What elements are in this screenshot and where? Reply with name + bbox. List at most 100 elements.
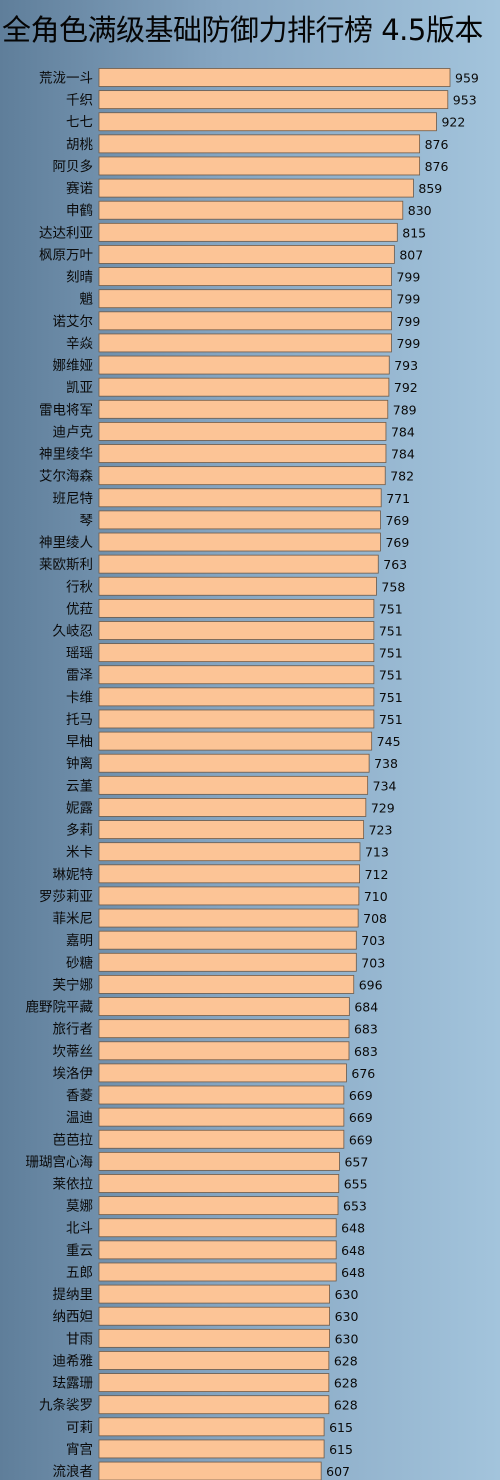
category-label: 神里绫华 — [39, 447, 93, 463]
category-label: 埃洛伊 — [53, 1066, 94, 1082]
bar — [98, 842, 361, 862]
category-label: 托马 — [66, 712, 93, 728]
bar — [98, 355, 390, 375]
value-label: 799 — [396, 292, 420, 307]
category-label: 莱依拉 — [53, 1177, 94, 1193]
category-label: 凯亚 — [66, 380, 93, 396]
value-label: 615 — [329, 1420, 353, 1435]
category-label: 钟离 — [66, 755, 93, 772]
category-label: 雷电将军 — [39, 402, 93, 418]
bar — [98, 1328, 330, 1348]
value-label: 876 — [425, 137, 449, 152]
chart-title: 全角色满级基础防御力排行榜 4.5版本 — [2, 13, 483, 47]
bar — [98, 554, 379, 574]
category-label: 米卡 — [66, 845, 93, 861]
bar — [98, 466, 386, 486]
category-label: 嘉明 — [66, 933, 93, 949]
bar — [98, 422, 387, 441]
bar — [98, 731, 373, 751]
value-label: 723 — [369, 823, 393, 838]
bar — [98, 222, 398, 242]
category-label: 辛焱 — [66, 336, 93, 352]
value-label: 653 — [343, 1199, 367, 1214]
value-label: 669 — [349, 1110, 373, 1125]
bar — [98, 1395, 330, 1415]
value-label: 669 — [349, 1132, 373, 1147]
bar — [98, 399, 389, 419]
value-label: 922 — [441, 115, 465, 130]
value-label: 729 — [371, 800, 395, 815]
bar — [98, 1461, 322, 1480]
category-label: 魈 — [80, 292, 94, 308]
category-label: 云堇 — [66, 778, 93, 794]
value-label: 648 — [341, 1265, 365, 1280]
bar — [98, 952, 357, 972]
value-label: 953 — [453, 93, 477, 108]
value-label: 628 — [334, 1353, 358, 1368]
value-label: 657 — [344, 1154, 368, 1169]
bar — [98, 1063, 347, 1083]
category-label: 珐露珊 — [53, 1376, 94, 1392]
category-label: 可莉 — [66, 1420, 93, 1436]
bar — [98, 864, 360, 884]
value-label: 630 — [335, 1331, 359, 1346]
category-label: 九条裟罗 — [39, 1397, 93, 1414]
category-label: 五郎 — [66, 1265, 93, 1281]
value-label: 683 — [354, 1044, 378, 1059]
category-label: 优菈 — [66, 601, 93, 617]
value-label: 799 — [396, 314, 420, 329]
category-label: 芭芭拉 — [53, 1132, 94, 1148]
bar — [98, 289, 392, 309]
category-label: 北斗 — [66, 1221, 93, 1237]
bar — [98, 1019, 350, 1039]
category-label: 坎蒂丝 — [53, 1044, 94, 1060]
category-label: 芙宁娜 — [53, 976, 94, 993]
category-label: 瑶瑶 — [66, 646, 93, 662]
category-label: 久岐忍 — [53, 624, 94, 640]
bar — [98, 245, 395, 264]
bar — [98, 665, 375, 685]
bar — [98, 1284, 330, 1304]
value-label: 615 — [329, 1442, 353, 1457]
bar — [98, 1196, 339, 1216]
category-label: 宵宫 — [66, 1441, 93, 1458]
category-label: 莫娜 — [66, 1199, 93, 1215]
category-label: 琴 — [80, 513, 94, 529]
category-label: 刻晴 — [66, 270, 93, 286]
category-label: 胡桃 — [66, 137, 93, 153]
category-label: 达达利亚 — [39, 225, 93, 241]
bar — [98, 775, 369, 795]
bar — [98, 267, 392, 286]
category-label: 琳妮特 — [53, 867, 94, 883]
category-label: 赛诺 — [66, 181, 93, 197]
category-label: 温迪 — [66, 1110, 93, 1126]
value-label: 683 — [354, 1022, 378, 1037]
value-label: 734 — [373, 778, 397, 793]
value-label: 648 — [341, 1221, 365, 1236]
bar — [98, 333, 392, 353]
category-label: 鹿野院平藏 — [26, 999, 94, 1016]
value-label: 799 — [396, 336, 420, 351]
bar — [98, 112, 437, 132]
category-label: 班尼特 — [53, 491, 94, 507]
bar — [98, 68, 451, 87]
category-label: 多莉 — [66, 822, 93, 839]
value-label: 751 — [379, 690, 403, 705]
bar — [98, 444, 387, 463]
value-label: 751 — [379, 624, 403, 639]
category-label: 阿贝多 — [53, 158, 94, 175]
bar — [98, 975, 355, 994]
category-label: 重云 — [66, 1243, 93, 1259]
bar — [98, 930, 357, 950]
value-label: 799 — [396, 270, 420, 285]
value-label: 628 — [334, 1398, 358, 1413]
bar — [98, 178, 414, 198]
value-label: 655 — [344, 1177, 368, 1192]
bar — [98, 798, 367, 817]
category-label: 神里绫人 — [39, 535, 93, 551]
value-label: 789 — [393, 402, 417, 417]
value-label: 758 — [381, 579, 405, 594]
bar — [98, 1262, 337, 1282]
bar — [98, 1373, 330, 1392]
